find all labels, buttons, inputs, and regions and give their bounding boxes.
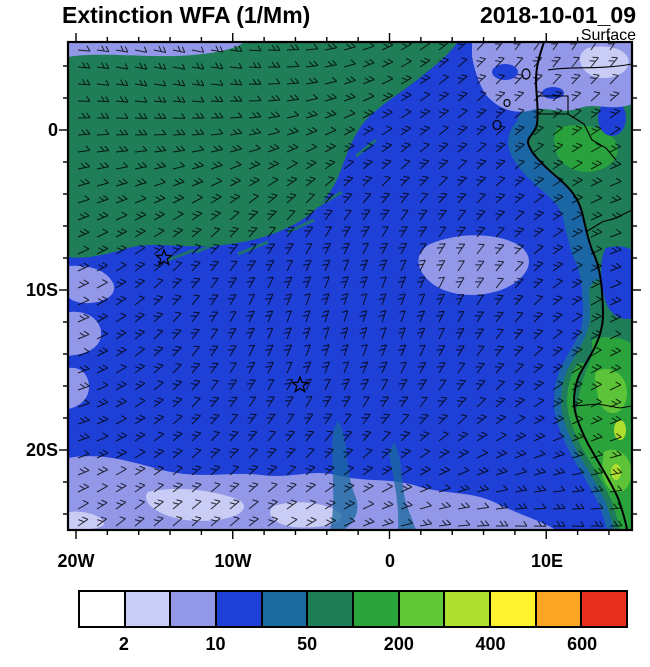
- chart-timestamp: 2018-10-01_09: [479, 2, 636, 28]
- colorbar-cell-10: [491, 592, 537, 626]
- colorbar-labels: 2 10 50 200 400 600: [78, 628, 628, 654]
- island-star-markers: [154, 248, 310, 393]
- colorbar-tick-label: 400: [475, 634, 506, 654]
- colorbar-cell-2: [125, 592, 172, 626]
- colorbar-tick-label: 50: [297, 634, 318, 654]
- colorbar-tick-label: 2: [118, 634, 129, 654]
- colorbar-cell-11: [536, 592, 583, 626]
- y-tick-label: 20S: [26, 440, 58, 460]
- x-tick-label: 10W: [214, 551, 251, 571]
- colorbar-cell-9: [445, 592, 492, 626]
- y-tick-label: 0: [48, 120, 58, 140]
- colorbar-cell-12: [582, 592, 627, 626]
- x-tick-label: 0: [385, 551, 395, 571]
- axis-ticks: [59, 33, 641, 539]
- colorbar-cell-4: [217, 592, 263, 626]
- colorbar-tick-label: 200: [383, 634, 414, 654]
- colorbar-cells: [78, 590, 628, 628]
- colorbar-cell-8: [399, 592, 446, 626]
- wind-barbs-layer: [77, 42, 623, 527]
- colorbar-tick-label: 10: [205, 634, 226, 654]
- star-marker-1: [154, 248, 174, 266]
- coastline-layer: [492, 42, 632, 530]
- colorbar-cell-3: [171, 592, 218, 626]
- level-label: Surface: [580, 27, 636, 44]
- colorbar-tick-label: 600: [567, 634, 598, 654]
- axis-labels: 20W 10W 0 10E 0 10S 20S: [26, 120, 563, 571]
- y-tick-label: 10S: [26, 280, 58, 300]
- colorbar-cell-7: [354, 592, 400, 626]
- map-plot: 20W 10W 0 10E 0 10S 20S: [26, 33, 641, 571]
- plot-frame: [66, 40, 634, 532]
- chart-title: Extinction WFA (1/Mm): [62, 2, 311, 28]
- colorbar-cell-6: [308, 592, 355, 626]
- star-marker-2: [290, 375, 310, 393]
- map-field-layer: [68, 42, 632, 530]
- x-tick-label: 20W: [57, 551, 94, 571]
- x-tick-label: 10E: [531, 551, 563, 571]
- colorbar: 2 10 50 200 400 600: [78, 590, 628, 660]
- colorbar-cell-5: [262, 592, 309, 626]
- colorbar-cell-1: [80, 592, 126, 626]
